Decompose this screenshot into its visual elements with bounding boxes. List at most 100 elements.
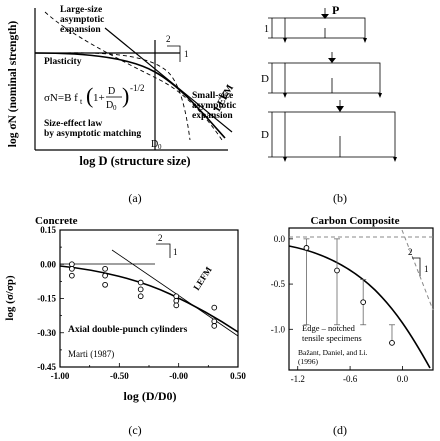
panel-a-ylabel: log σN (nominal strength) [7,21,19,148]
panel-c-data-point [211,318,218,325]
panel-a: log σN (nominal strength) log D (structu… [7,5,236,205]
panel-d-source-1: Bažant, Daniel, and Li. [298,348,368,357]
panel-c-data-point [102,281,108,288]
panel-a-xlabel: log D (structure size) [79,154,190,168]
support-left-2 [283,93,287,98]
law-label-2: by asymptotic matching [44,129,141,139]
panel-c-ytick-label: 0.15 [40,225,56,235]
plasticity-label: Plasticity [44,57,82,67]
small-size-label-2: asymptotic [192,101,236,111]
panel-d-plot-frame [288,227,434,371]
large-size-label-1: Large-size [60,5,102,15]
panel-d-lefm-line [401,229,434,311]
panel-c-lefm-label: LEFM [191,264,214,292]
panel-d-ytick-label: -1.0 [271,324,286,334]
formula-lhs: σN=B f [44,92,78,104]
panel-d-caption: (d) [333,423,347,437]
panel-c-slope-run: 1 [173,247,178,257]
panel-c-data-point [211,304,218,311]
panel-c-data-point [102,272,108,279]
panel-d-slope-triangle [412,257,421,276]
panel-a-slope-rise: 2 [166,34,171,44]
panel-c-data-point [173,293,180,300]
panel-c-xtick-label: -0.50 [110,371,129,381]
formula-lparen: ( [86,83,93,108]
panel-c-xtick-label: -0.00 [169,371,188,381]
panel-c-slope-rise: 2 [158,233,163,243]
panel-d-ytick-label: 0.0 [274,234,286,244]
formula-t-sub: t [80,97,83,106]
size-label-2: D [261,73,269,85]
load-arrowhead-3 [336,106,344,112]
formula: σN=B f t ( 1+ D D 0 ) -1/2 [44,83,145,112]
panel-a-slope-triangle [167,45,181,62]
formula-one-plus: 1+ [93,92,105,104]
panel-c: Concrete -1.00 -0.50 -0.00 0.50 0.15 0.00 -0.1… [4,215,246,437]
panel-c-ylabel: log (σ/σp) [4,275,16,321]
panel-c-data-point [69,272,75,279]
panel-c-lefm-line [111,249,239,337]
formula-num: D [108,86,115,97]
panel-d-xtick-label: -0.6 [343,374,358,384]
support-right-2 [378,93,382,98]
panel-d-points [303,238,395,346]
size-label-3: D [261,129,269,141]
panel-d-annotation-1: Edge – notched [302,323,356,333]
formula-exp: -1/2 [130,83,145,93]
panel-d-fit-curve [288,245,431,369]
panel-d-tick-labels: -1.2 -0.6 0.0 0.0 -0.5 -1.0 [271,234,409,384]
panel-c-data-point [211,323,218,329]
load-arrowhead-2 [328,58,336,63]
panel-c-slope-triangle [156,243,171,258]
panel-c-plot-frame [59,229,239,368]
panel-c-ytick-label: -0.30 [37,328,56,338]
panel-c-ytick-label: 0.00 [40,259,56,269]
large-size-curve [44,11,223,141]
size-label-1: 1 [264,24,269,35]
panel-c-tick-labels: -1.00 -0.50 -0.00 0.50 0.15 0.00 -0.15 -0.30 -0.… [37,225,246,381]
panel-c-data-point [137,286,144,293]
panel-d-annotation-2: tensile specimens [302,333,362,343]
panel-c-xtick-label: 0.50 [230,371,246,381]
panel-d-ytick-label: -0.5 [271,279,286,289]
panel-d-data-point [303,245,310,251]
panel-c-source: Marti (1987) [68,349,114,359]
panel-c-title: Concrete [35,215,78,227]
d0-sub: 0 [158,143,162,151]
panel-c-data-point [137,293,144,300]
panel-c-data-point [69,261,75,268]
panel-d-data-point [360,299,367,306]
panel-c-caption: (c) [128,423,141,437]
large-size-label-3: expansion [60,25,101,35]
small-size-label-3: expansion [192,111,233,121]
panel-b: P 1 D D (b) [261,3,397,205]
small-size-curve [59,52,191,141]
size-effect-curve [34,52,226,139]
support-right-3 [393,157,397,162]
panel-d-slope-rise: 2 [408,247,413,257]
panel-c-data-point [137,279,144,286]
panel-a-slope-run: 1 [184,49,189,59]
panel-c-data-point [102,265,108,272]
formula-rparen: ) [122,83,129,108]
panel-c-points [69,261,218,329]
formula-den: D [106,100,113,111]
panel-d-slope-run: 1 [424,264,429,274]
d0-label: D [151,139,158,150]
panel-c-data-point [69,265,75,272]
panel-c-data-point [173,297,180,304]
support-left-1 [283,38,287,43]
support-right-1 [363,38,367,43]
panel-b-caption: (b) [333,191,347,205]
panel-c-annotation: Axial double-punch cylinders [68,325,188,335]
panel-d-source-2: (1996) [298,357,318,366]
panel-c-xtick-label: -1.00 [51,371,70,381]
panel-a-caption: (a) [128,191,141,205]
panel-d-xtick-label: 0.0 [397,374,409,384]
support-left-3 [283,157,287,162]
panel-c-ticks [59,229,239,368]
panel-c-fit-curve [59,265,239,333]
panel-c-ytick-label: -0.15 [37,294,56,304]
load-arrowhead-1 [321,14,329,19]
panel-c-ytick-label: -0.45 [37,362,56,372]
